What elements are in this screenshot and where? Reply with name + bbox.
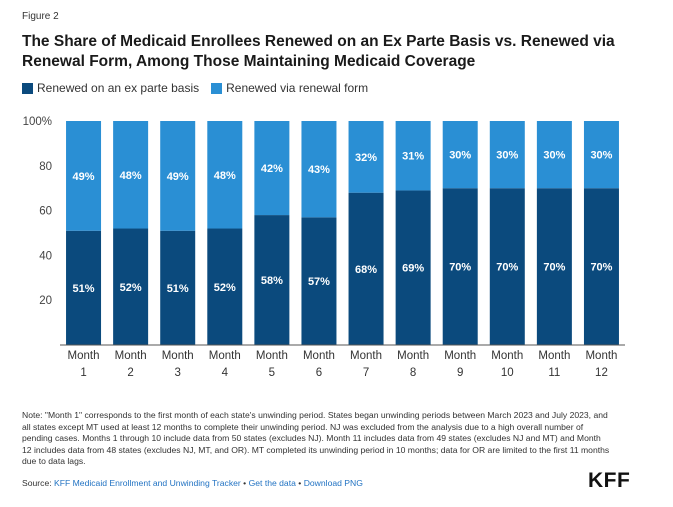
data-label-renewal-form: 32% <box>355 152 377 164</box>
data-label-ex-parte: 57% <box>308 276 330 288</box>
x-tick-label-line1: Month <box>115 350 147 362</box>
y-tick-label: 80 <box>39 161 52 173</box>
x-tick-label-line1: Month <box>162 350 194 362</box>
source-separator-2: • <box>295 478 304 488</box>
bar-renewal-form <box>489 121 525 189</box>
x-tick-label-line1: Month <box>538 350 570 362</box>
x-tick-label-line1: Month <box>491 350 523 362</box>
x-tick-label-line2: 4 <box>222 367 229 379</box>
legend-swatch-renewal-form <box>211 82 223 94</box>
bar-ex-parte <box>348 192 384 345</box>
bar-renewal-form <box>113 121 149 229</box>
data-label-renewal-form: 48% <box>120 170 142 182</box>
x-tick-label-line1: Month <box>444 350 476 362</box>
data-label-renewal-form: 31% <box>402 151 424 163</box>
bar-ex-parte <box>395 190 431 345</box>
bar-renewal-form <box>583 121 619 189</box>
x-tick-label-line2: 2 <box>127 367 133 379</box>
x-tick-label-line1: Month <box>397 350 429 362</box>
legend-label-ex-parte: Renewed on an ex parte basis <box>37 81 200 95</box>
x-tick-label-line1: Month <box>350 350 382 362</box>
data-label-ex-parte: 51% <box>73 283 95 295</box>
x-tick-label-line1: Month <box>303 350 335 362</box>
bar-ex-parte <box>583 188 619 345</box>
data-label-ex-parte: 58% <box>261 275 283 287</box>
get-the-data-link[interactable]: Get the data <box>248 478 296 488</box>
bar-renewal-form <box>207 121 243 229</box>
data-label-renewal-form: 43% <box>308 164 330 176</box>
source-line: Source: KFF Medicaid Enrollment and Unwi… <box>22 478 363 488</box>
legend-label-renewal-form: Renewed via renewal form <box>226 81 369 95</box>
bar-ex-parte <box>442 188 478 345</box>
x-tick-label-line2: 10 <box>501 367 514 379</box>
bar-renewal-form <box>442 121 478 189</box>
legend-swatch-ex-parte <box>22 82 33 94</box>
x-tick-label-line2: 12 <box>595 367 608 379</box>
x-tick-label-line2: 6 <box>316 367 322 379</box>
x-tick-label-line2: 8 <box>410 367 416 379</box>
chart-note: Note: "Month 1" corresponds to the first… <box>22 410 610 466</box>
x-tick-label-line2: 11 <box>548 367 560 379</box>
chart-title: The Share of Medicaid Enrollees Renewed … <box>22 33 615 70</box>
bar-renewal-form <box>536 121 572 189</box>
data-label-ex-parte: 52% <box>214 282 236 294</box>
bar-ex-parte <box>160 230 196 345</box>
data-label-renewal-form: 42% <box>261 163 283 175</box>
data-label-renewal-form: 30% <box>449 150 471 162</box>
data-label-renewal-form: 48% <box>214 170 236 182</box>
data-label-ex-parte: 70% <box>590 262 612 274</box>
legend-item-ex-parte: Renewed on an ex parte basis <box>22 81 199 95</box>
bar-ex-parte <box>66 230 102 345</box>
source-tracker-link[interactable]: KFF Medicaid Enrollment and Unwinding Tr… <box>54 478 241 488</box>
x-tick-label-line2: 5 <box>269 367 275 379</box>
data-label-renewal-form: 30% <box>543 150 565 162</box>
source-separator-1: • <box>240 478 249 488</box>
bar-renewal-form <box>348 121 384 193</box>
y-tick-label: 60 <box>39 206 52 218</box>
bar-ex-parte <box>207 228 243 345</box>
bar-renewal-form <box>254 121 290 216</box>
legend: Renewed on an ex parte basis Renewed via… <box>22 81 380 95</box>
data-label-ex-parte: 70% <box>543 262 565 274</box>
bar-renewal-form <box>160 121 196 231</box>
bar-ex-parte <box>113 228 149 345</box>
kff-logo: KFF <box>588 469 631 492</box>
data-label-ex-parte: 69% <box>402 263 424 275</box>
data-label-renewal-form: 30% <box>590 150 612 162</box>
bar-ex-parte <box>536 188 572 345</box>
data-label-ex-parte: 70% <box>496 262 518 274</box>
bar-renewal-form <box>301 121 337 218</box>
x-tick-label-line1: Month <box>585 350 617 362</box>
x-tick-label-line1: Month <box>209 350 241 362</box>
data-label-ex-parte: 70% <box>449 262 471 274</box>
data-label-ex-parte: 52% <box>120 282 142 294</box>
x-tick-label-line2: 7 <box>363 367 369 379</box>
download-png-link[interactable]: Download PNG <box>303 478 363 488</box>
figure-label: Figure 2 <box>22 11 59 22</box>
x-tick-label-line1: Month <box>68 350 100 362</box>
y-tick-label: 20 <box>39 295 52 307</box>
bar-ex-parte <box>301 217 337 345</box>
stacked-bar-chart: 20 40 60 80 100% 51% 49% Month 1 52% 48% Month 2 51% 4… <box>23 116 625 379</box>
x-tick-label-line1: Month <box>256 350 288 362</box>
legend-item-renewal-form: Renewed via renewal form <box>211 81 368 95</box>
bar-renewal-form <box>66 121 102 231</box>
y-tick-label: 100% <box>23 116 52 128</box>
data-label-renewal-form: 49% <box>167 171 189 183</box>
x-tick-label-line2: 1 <box>80 367 86 379</box>
data-label-renewal-form: 49% <box>73 171 95 183</box>
x-tick-label-line2: 9 <box>457 367 463 379</box>
y-tick-label: 40 <box>39 250 52 262</box>
data-label-ex-parte: 68% <box>355 264 377 276</box>
data-label-ex-parte: 51% <box>167 283 189 295</box>
bar-renewal-form <box>395 121 431 191</box>
source-prefix: Source: <box>22 478 55 488</box>
data-label-renewal-form: 30% <box>496 150 518 162</box>
bar-ex-parte <box>489 188 525 345</box>
bar-ex-parte <box>254 215 290 345</box>
x-tick-label-line2: 3 <box>175 367 181 379</box>
